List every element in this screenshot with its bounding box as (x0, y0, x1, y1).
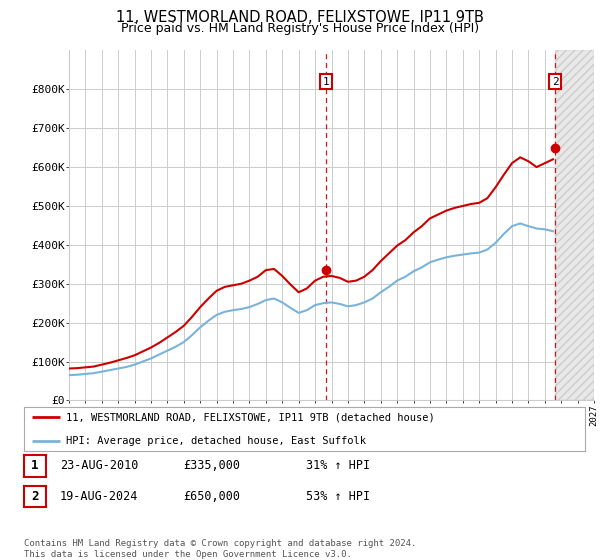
Text: 1: 1 (31, 459, 38, 473)
Text: £335,000: £335,000 (183, 459, 240, 473)
Text: 11, WESTMORLAND ROAD, FELIXSTOWE, IP11 9TB (detached house): 11, WESTMORLAND ROAD, FELIXSTOWE, IP11 9… (66, 412, 435, 422)
Text: 53% ↑ HPI: 53% ↑ HPI (306, 490, 370, 503)
Text: 2: 2 (552, 77, 559, 86)
Bar (555, 50, 594, 400)
Text: 11, WESTMORLAND ROAD, FELIXSTOWE, IP11 9TB: 11, WESTMORLAND ROAD, FELIXSTOWE, IP11 9… (116, 10, 484, 25)
Text: Contains HM Land Registry data © Crown copyright and database right 2024.
This d: Contains HM Land Registry data © Crown c… (24, 539, 416, 559)
Text: HPI: Average price, detached house, East Suffolk: HPI: Average price, detached house, East… (66, 436, 366, 446)
Text: 1: 1 (322, 77, 329, 86)
Text: 2: 2 (31, 490, 38, 503)
Text: £650,000: £650,000 (183, 490, 240, 503)
Text: 31% ↑ HPI: 31% ↑ HPI (306, 459, 370, 473)
Text: 19-AUG-2024: 19-AUG-2024 (60, 490, 139, 503)
Text: 23-AUG-2010: 23-AUG-2010 (60, 459, 139, 473)
Text: Price paid vs. HM Land Registry's House Price Index (HPI): Price paid vs. HM Land Registry's House … (121, 22, 479, 35)
